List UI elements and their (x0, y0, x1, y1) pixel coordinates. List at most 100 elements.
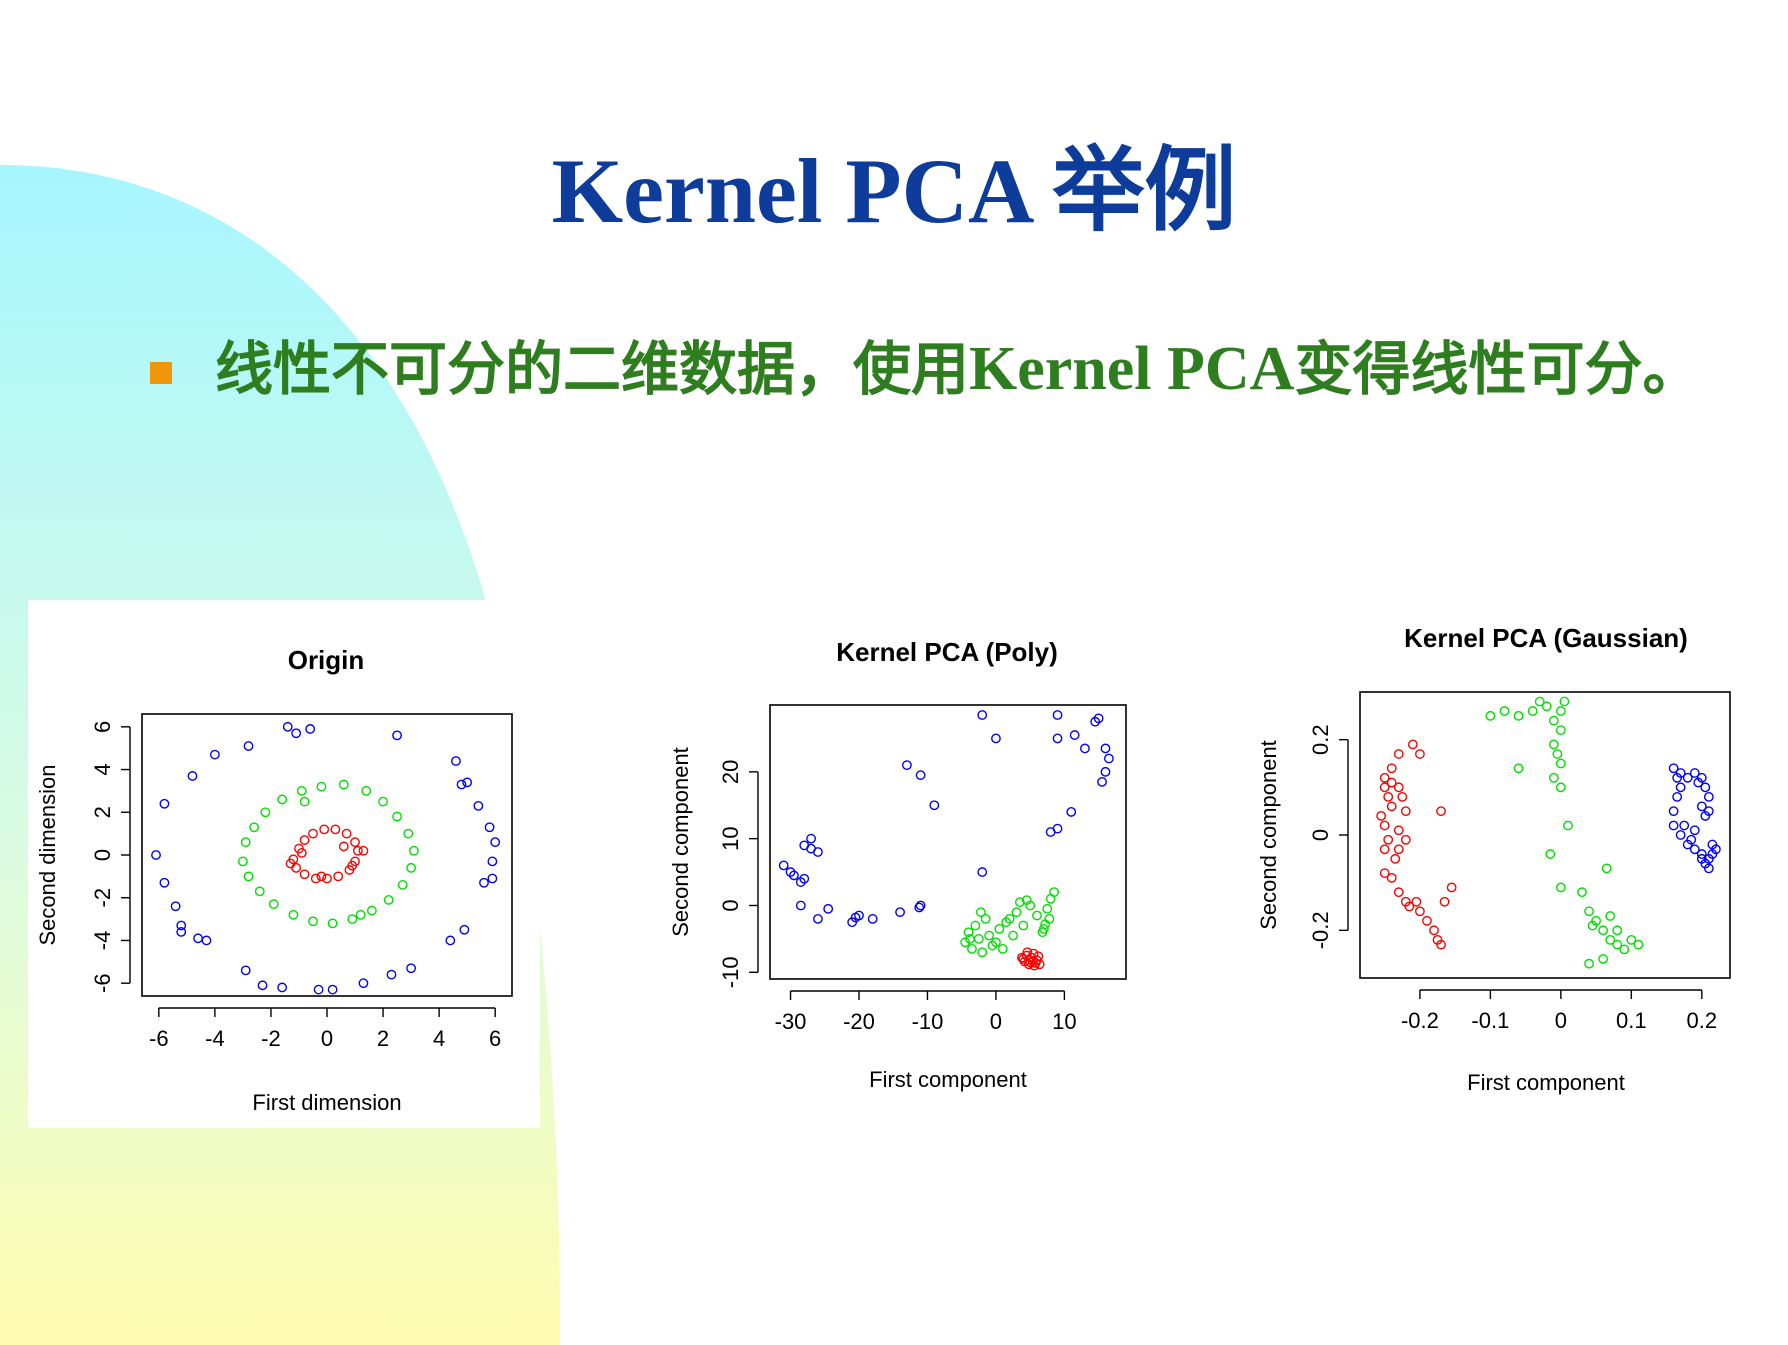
data-point (977, 867, 988, 877)
y-axis-label: Second dimension (35, 764, 60, 945)
data-point (487, 856, 498, 867)
data-point (1601, 863, 1612, 874)
data-point (484, 822, 495, 833)
data-point (1563, 820, 1573, 831)
data-point (1383, 791, 1394, 802)
data-point (1696, 849, 1707, 859)
data-point (1404, 901, 1415, 912)
data-point (1066, 807, 1077, 817)
data-point (867, 913, 878, 924)
chart-title: Kernel PCA (Gaussian) (1404, 623, 1688, 653)
data-point (1103, 753, 1114, 764)
data-point (895, 907, 905, 918)
data-point (1548, 715, 1559, 726)
data-point (1548, 772, 1559, 783)
y-tick-label: 10 (718, 826, 743, 850)
data-point (341, 828, 352, 839)
data-point (366, 905, 377, 916)
data-point (1499, 706, 1510, 716)
data-point (1534, 696, 1545, 707)
data-point (1555, 725, 1566, 736)
data-point (296, 786, 307, 796)
y-tick-label: 2 (90, 806, 115, 818)
data-point (1527, 706, 1538, 716)
data-point (1633, 939, 1644, 950)
data-point (1679, 820, 1690, 831)
data-point (975, 907, 986, 918)
data-point (257, 980, 268, 991)
data-point (392, 811, 402, 822)
bullet-text: 线性不可分的二维数据，使用Kernel PCA变得线性可分。 (215, 330, 1705, 408)
data-point (997, 944, 1008, 954)
data-point (330, 824, 341, 835)
data-point (1379, 820, 1390, 831)
data-point (285, 858, 296, 869)
y-tick-label: 0.2 (1308, 724, 1333, 755)
data-point (1008, 930, 1018, 941)
data-point (193, 933, 203, 944)
data-point (1021, 895, 1032, 906)
y-tick-label: 20 (718, 760, 743, 784)
data-point (462, 777, 473, 788)
data-point (1014, 897, 1025, 908)
data-point (977, 947, 988, 958)
data-point (352, 845, 363, 856)
data-point (490, 837, 501, 848)
data-point (1093, 713, 1104, 724)
data-point (1605, 934, 1616, 945)
data-point (915, 770, 926, 781)
slide-title: Kernel PCA 举例 (551, 140, 1237, 242)
data-point (347, 914, 358, 924)
chart-title: Kernel PCA (Poly) (836, 637, 1058, 667)
data-point (1548, 739, 1559, 750)
data-point (1032, 910, 1042, 921)
data-point (243, 741, 254, 751)
plot-frame (769, 704, 1127, 980)
data-point (451, 756, 461, 766)
data-point (1407, 739, 1418, 750)
data-point (176, 920, 187, 931)
y-tick-label: 0 (1308, 829, 1333, 841)
data-point (1011, 907, 1022, 918)
data-point (1004, 913, 1015, 924)
data-point (1619, 944, 1630, 955)
data-point (1696, 801, 1707, 812)
data-point (299, 869, 310, 880)
data-point (277, 982, 288, 993)
data-point (1689, 844, 1700, 855)
data-point (350, 837, 360, 848)
data-point (358, 978, 369, 989)
y-axis-label: Second component (1256, 740, 1281, 930)
x-tick-label: 2 (377, 1026, 389, 1051)
y-tick-label: -6 (90, 973, 115, 993)
data-point (159, 877, 170, 888)
x-tick-label: 10 (1052, 1009, 1076, 1034)
x-tick-label: -2 (261, 1026, 281, 1051)
data-point (361, 786, 372, 796)
data-point (1390, 853, 1401, 864)
data-point (355, 909, 366, 920)
chart-origin: Origin -6 -4 -2 0 2 4 6 -6 -4 -2 0 2 4 6 First dimens… (35, 645, 513, 1115)
data-point (397, 880, 408, 890)
data-point (1626, 934, 1637, 945)
data-point (305, 724, 316, 734)
y-tick-label: 0 (718, 899, 743, 911)
y-tick-label: -2 (90, 888, 115, 908)
data-point (408, 845, 419, 856)
data-point (333, 871, 344, 882)
data-point (813, 913, 823, 924)
data-point (1584, 958, 1594, 969)
data-point (1584, 906, 1594, 917)
data-point (473, 800, 484, 811)
data-point (392, 730, 402, 741)
data-point (310, 873, 321, 884)
x-axis-label: First component (869, 1067, 1027, 1092)
x-tick-label: 6 (489, 1026, 501, 1051)
y-tick-label: 6 (90, 721, 115, 733)
data-point (316, 871, 327, 882)
data-point (1598, 954, 1609, 964)
data-point (1545, 849, 1556, 859)
data-point (789, 870, 799, 881)
data-point (1017, 952, 1027, 963)
